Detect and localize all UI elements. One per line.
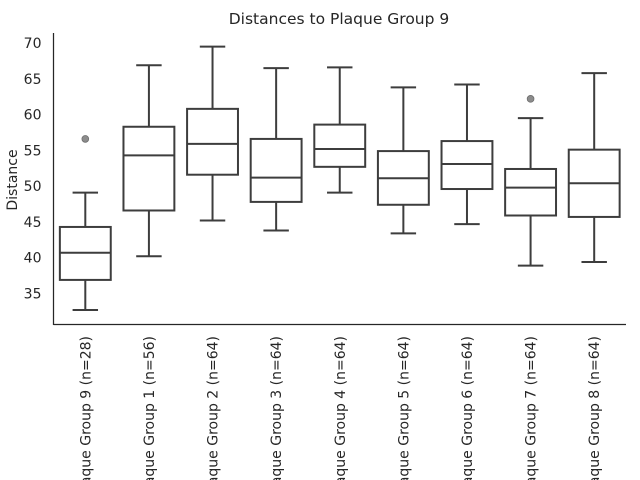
x-tick-label: Plaque Group 8 (n=64) xyxy=(587,336,603,480)
x-tick-label: Plaque Group 4 (n=64) xyxy=(333,336,349,480)
x-tick-label: Plaque Group 3 (n=64) xyxy=(269,336,285,480)
y-tick-label: 55 xyxy=(24,143,42,159)
box-iqr xyxy=(504,167,558,217)
box-series xyxy=(58,45,621,311)
y-tick-label: 60 xyxy=(24,108,42,124)
box-group xyxy=(504,95,558,267)
outlier-point xyxy=(526,95,535,103)
box-group xyxy=(249,67,303,232)
x-tick-label: Plaque Group 6 (n=64) xyxy=(460,336,476,480)
box-group xyxy=(58,135,112,311)
y-tick-label: 50 xyxy=(24,179,42,195)
y-tick-label: 45 xyxy=(24,215,42,231)
x-tick-label: Plaque Group 5 (n=64) xyxy=(396,336,412,480)
box-group xyxy=(122,64,176,258)
y-tick-label: 40 xyxy=(24,251,42,267)
box-iqr xyxy=(440,140,494,191)
box-group xyxy=(376,86,430,235)
x-tick-label: Plaque Group 7 (n=64) xyxy=(524,336,540,480)
chart-title: Distances to Plaque Group 9 xyxy=(229,10,450,28)
y-tick-label: 65 xyxy=(24,72,42,88)
box-group xyxy=(440,83,494,226)
x-tick-label: Plaque Group 1 (n=56) xyxy=(142,336,158,480)
box-iqr xyxy=(186,107,239,176)
box-group xyxy=(567,72,621,264)
x-tick-label: Plaque Group 2 (n=64) xyxy=(206,336,222,480)
box-iqr xyxy=(122,125,176,212)
y-tick-label: 35 xyxy=(24,287,42,303)
box-group xyxy=(313,66,367,194)
x-axis-ticks: Plaque Group 9 (n=28) Plaque Group 1 (n=5… xyxy=(78,336,603,480)
box-group xyxy=(186,45,239,222)
y-axis-title: Distance xyxy=(5,149,21,210)
y-axis-ticks: 35 40 45 50 55 60 65 70 xyxy=(24,36,42,302)
y-tick-label: 70 xyxy=(24,36,42,52)
box-iqr xyxy=(249,137,303,203)
x-tick-label: Plaque Group 9 (n=28) xyxy=(78,336,94,480)
outlier-point xyxy=(81,135,90,143)
box-iqr xyxy=(313,123,367,168)
